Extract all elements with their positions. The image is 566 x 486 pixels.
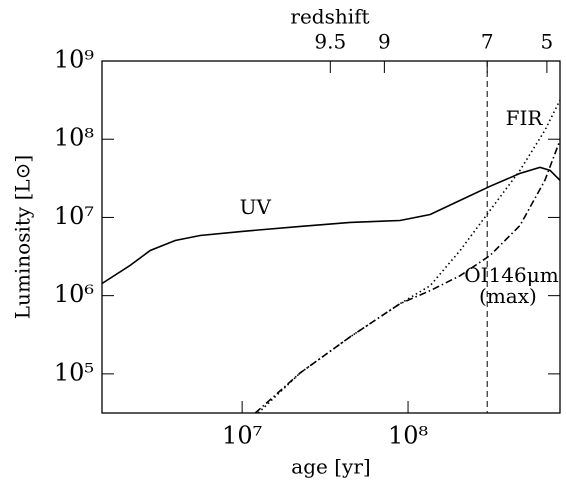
y-tick-label: 10⁹ — [54, 46, 95, 74]
x-tick-label: 10⁷ — [222, 422, 262, 450]
annotation: UV — [240, 195, 272, 219]
x-tick-label: 10⁸ — [388, 422, 428, 450]
annotation: FIR — [506, 106, 544, 130]
series-line — [257, 99, 561, 414]
series-line — [101, 166, 561, 285]
y-tick-label: 10⁶ — [54, 280, 94, 308]
x2-tick-label: 9 — [378, 30, 391, 54]
x-axis-label: age [yr] — [291, 455, 370, 479]
plot-frame — [101, 60, 561, 414]
y-tick-label: 10⁷ — [54, 202, 94, 230]
y-axis-label: Luminosity [L⊙] — [11, 155, 35, 319]
x2-tick-label: 9.5 — [314, 30, 346, 54]
annotation: OI146μm — [464, 263, 558, 287]
x2-tick-label: 5 — [541, 30, 554, 54]
x2-axis-label: redshift — [290, 5, 369, 29]
x2-tick-label: 7 — [481, 30, 494, 54]
y-tick-label: 10⁸ — [54, 124, 94, 152]
y-tick-label: 10⁵ — [54, 358, 94, 386]
series-line — [254, 140, 561, 414]
annotation: (max) — [479, 284, 537, 308]
